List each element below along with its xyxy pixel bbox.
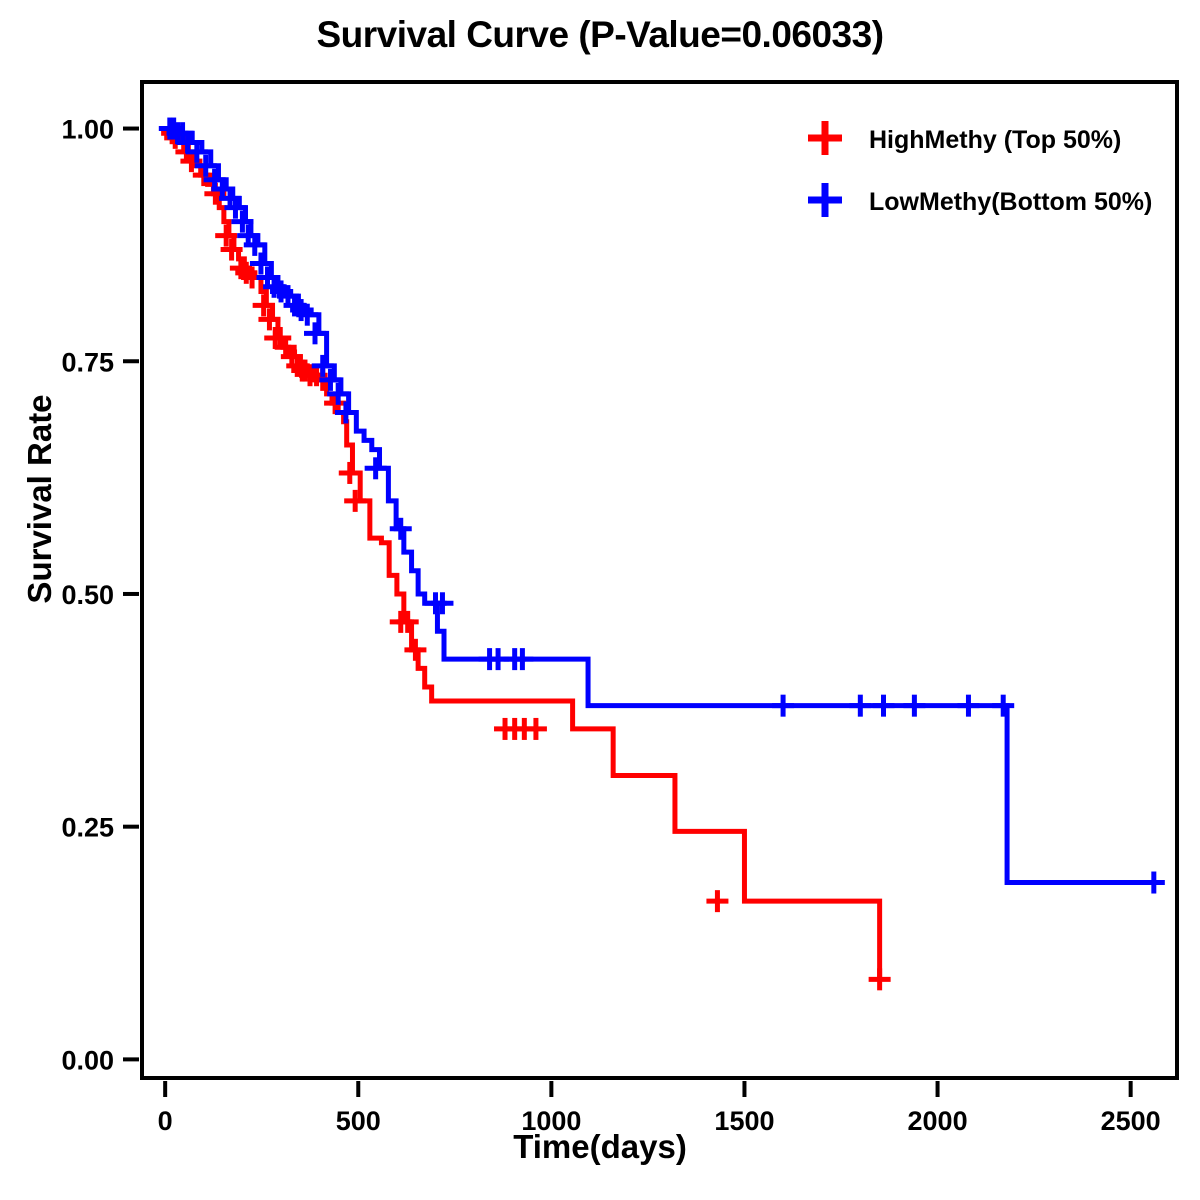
- x-tick-label: 500: [336, 1106, 381, 1136]
- x-tick-label: 2000: [908, 1106, 968, 1136]
- legend-label: LowMethy(Bottom 50%): [869, 188, 1152, 216]
- x-axis-label: Time(days): [513, 1128, 687, 1165]
- legend-item-low-methy[interactable]: LowMethy(Bottom 50%): [808, 183, 1152, 217]
- x-tick-label: 0: [158, 1106, 173, 1136]
- series-layer: [158, 117, 1165, 991]
- y-tick-label: 0.25: [61, 813, 114, 843]
- y-tick-label: 0.75: [61, 347, 114, 377]
- y-tick-label: 0.50: [61, 580, 114, 610]
- series-high-methy: [161, 122, 891, 991]
- censor-marks: [158, 117, 1165, 894]
- x-tick-label: 1000: [521, 1106, 581, 1136]
- chart-legend: HighMethy (Top 50%) LowMethy(Bottom 50%): [808, 121, 1152, 217]
- plot-border: [140, 80, 1179, 1080]
- y-tick-label: 1.00: [61, 115, 114, 145]
- legend-item-high-methy[interactable]: HighMethy (Top 50%): [808, 121, 1121, 155]
- y-tick-label: 0.00: [61, 1045, 114, 1075]
- censor-marks: [161, 122, 891, 991]
- series-low-methy: [158, 117, 1165, 894]
- survival-step-line: [165, 126, 883, 980]
- y-axis-ticks: 0.00 0.25 0.50 0.75 1.00: [61, 115, 139, 1075]
- legend-label: HighMethy (Top 50%): [869, 126, 1121, 154]
- page-title: Survival Curve (P-Value=0.06033): [316, 14, 884, 55]
- x-tick-label: 2500: [1101, 1106, 1161, 1136]
- survival-step-line: [165, 126, 1154, 886]
- x-tick-label: 1500: [714, 1106, 774, 1136]
- axis-frame: [140, 80, 1179, 1080]
- x-axis-ticks: 0 500 1000 1500 2000 2500: [158, 1081, 1161, 1136]
